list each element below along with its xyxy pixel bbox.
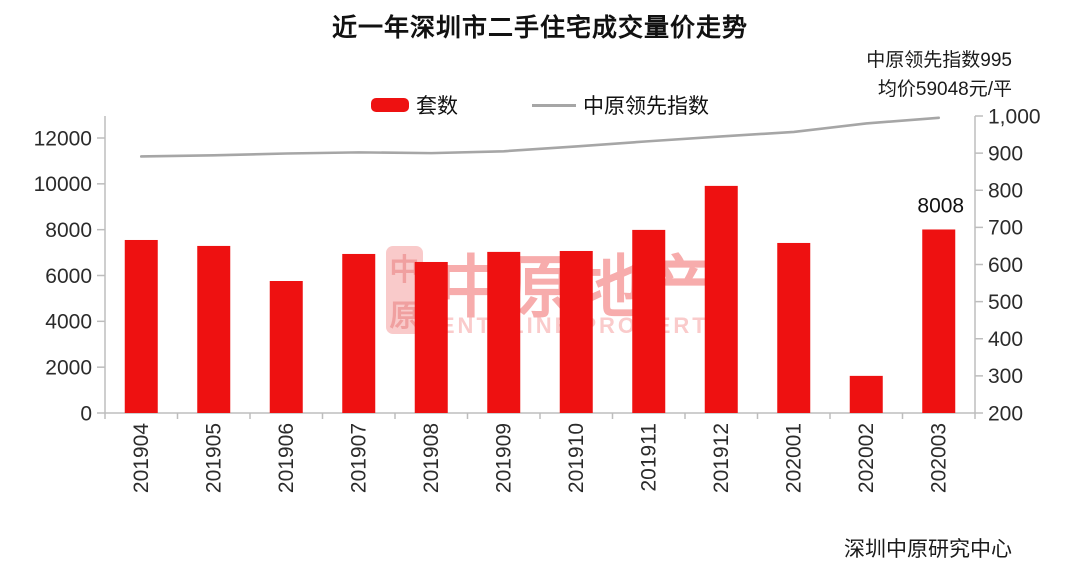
x-axis-label: 201904	[130, 423, 153, 493]
bar-series-swatch	[371, 98, 409, 112]
right-axis-tick-label: 1,000	[988, 105, 1041, 128]
bar	[922, 229, 956, 413]
right-axis-tick-label: 400	[988, 328, 1023, 351]
bar	[559, 250, 593, 413]
legend-item-volume: 套数	[371, 90, 458, 120]
right-axis-tick-label: 500	[988, 291, 1023, 314]
legend-label-volume: 套数	[416, 95, 458, 118]
x-axis-label: 202001	[783, 423, 806, 493]
left-axis-tick-label: 2000	[45, 357, 92, 380]
annotation-block: 中原领先指数995 均价59048元/平	[866, 46, 1012, 104]
watermark-seal-top-char: 中	[390, 254, 420, 287]
legend-label-index: 中原领先指数	[583, 95, 709, 118]
bar	[342, 253, 376, 413]
x-axis-label: 202002	[855, 423, 878, 493]
bar	[414, 261, 448, 413]
bar	[777, 242, 811, 413]
right-axis-tick-label: 900	[988, 142, 1023, 165]
left-axis-tick-label: 10000	[34, 173, 92, 196]
watermark-seal-bottom-char: 原	[390, 300, 420, 333]
x-axis-label: 201910	[565, 423, 588, 493]
x-axis-label: 201908	[420, 423, 443, 493]
bar	[849, 375, 883, 413]
bar	[632, 229, 666, 413]
left-axis-tick-label: 6000	[45, 265, 92, 288]
right-axis-tick-label: 600	[988, 254, 1023, 277]
x-axis-label: 201905	[203, 423, 226, 493]
x-axis-label: 201906	[275, 423, 298, 493]
bar	[124, 239, 158, 413]
bar	[197, 245, 231, 413]
x-axis-label: 201912	[710, 423, 733, 493]
bar	[487, 251, 521, 413]
watermark-seal	[386, 246, 423, 334]
left-axis-tick-label: 0	[80, 402, 92, 425]
x-axis-label: 201909	[493, 423, 516, 493]
left-axis-tick-label: 8000	[45, 219, 92, 242]
right-axis-tick-label: 200	[988, 402, 1023, 425]
right-axis-tick-label: 800	[988, 180, 1023, 203]
source-credit: 深圳中原研究中心	[844, 538, 1012, 561]
line-series-swatch	[532, 103, 576, 107]
right-axis-tick-label: 300	[988, 365, 1023, 388]
right-axis-tick-label: 700	[988, 217, 1023, 240]
index-line	[139, 116, 941, 158]
chart-title: 近一年深圳市二手住宅成交量价走势	[331, 14, 748, 42]
legend: 套数 中原领先指数	[371, 90, 709, 120]
x-axis-label: 202003	[928, 423, 951, 493]
annotation-avg-price: 均价59048元/平	[877, 79, 1012, 100]
annotation-index: 中原领先指数995	[866, 50, 1012, 71]
bar	[269, 281, 303, 413]
legend-item-index: 中原领先指数	[532, 90, 709, 120]
x-axis-label: 201911	[638, 423, 661, 492]
bar	[704, 185, 738, 413]
x-axis-label: 201907	[348, 423, 371, 493]
bar-value-label: 8008	[917, 194, 964, 217]
left-axis-tick-label: 4000	[45, 311, 92, 334]
left-axis-tick-label: 12000	[34, 127, 92, 150]
